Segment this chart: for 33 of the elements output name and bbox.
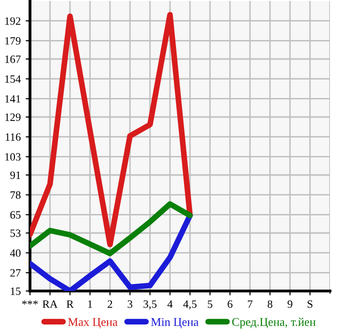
- y-tick-label: 129: [5, 113, 21, 121]
- y-tick-label: 91: [10, 171, 20, 179]
- x-tick-label: 7: [248, 300, 252, 308]
- y-tick-label: 141: [5, 95, 20, 103]
- legend-label: Max Цена: [68, 318, 118, 328]
- x-tick-label: 3,5: [144, 300, 157, 310]
- y-tick-label: 78: [10, 191, 21, 199]
- x-tick-label: ***: [22, 300, 38, 305]
- y-tick-label: 103: [5, 153, 21, 161]
- x-tick-label: 9: [288, 300, 292, 308]
- y-tick-label: 15: [10, 288, 21, 295]
- x-tick-label: 2: [108, 300, 112, 308]
- y-tick-label: 27: [10, 269, 21, 277]
- y-tick-label: 53: [10, 229, 21, 237]
- y-tick-label: 167: [5, 55, 21, 63]
- x-tick-label: 1: [88, 300, 92, 308]
- x-tick-label: 4: [167, 300, 173, 308]
- y-tick-label: 154: [5, 75, 21, 83]
- x-tick-label: 8: [268, 300, 272, 308]
- x-tick-label: 3: [128, 300, 132, 308]
- legend-label: Min Цена: [151, 318, 199, 328]
- x-tick-label: S: [308, 300, 312, 308]
- y-tick-label: 179: [5, 37, 21, 45]
- y-tick-label: 65: [10, 211, 21, 219]
- x-tick-label: 4,5: [183, 300, 197, 310]
- legend-label: Сред.Цена, т.йен: [232, 318, 316, 328]
- y-tick-label: 116: [6, 133, 21, 141]
- x-tick-label: 5: [208, 300, 212, 308]
- x-tick-label: 6: [228, 300, 232, 308]
- x-tick-label: RA: [42, 300, 58, 308]
- y-tick-label: 40: [10, 249, 21, 257]
- x-tick-label: R: [66, 300, 74, 308]
- y-tick-label: 192: [5, 17, 20, 25]
